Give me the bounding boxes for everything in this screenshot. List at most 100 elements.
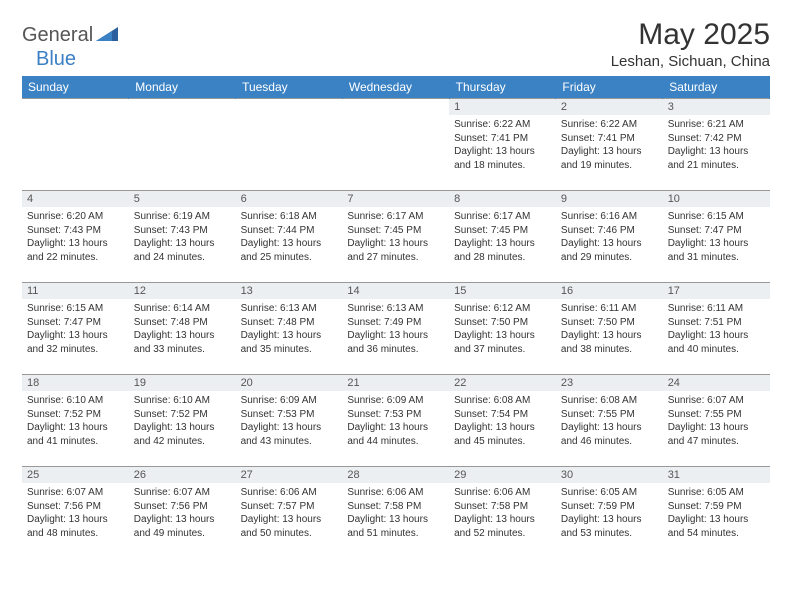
calendar-day: 21Sunrise: 6:09 AMSunset: 7:53 PMDayligh… — [342, 375, 449, 467]
day-number: 16 — [556, 283, 663, 299]
calendar-day: 5Sunrise: 6:19 AMSunset: 7:43 PMDaylight… — [129, 191, 236, 283]
day-number: 18 — [22, 375, 129, 391]
day-content: Sunrise: 6:09 AMSunset: 7:53 PMDaylight:… — [342, 391, 449, 451]
logo-text-2: Blue — [36, 48, 76, 71]
calendar-row: 4Sunrise: 6:20 AMSunset: 7:43 PMDaylight… — [22, 191, 770, 283]
calendar-day: 7Sunrise: 6:17 AMSunset: 7:45 PMDaylight… — [342, 191, 449, 283]
day-content: Sunrise: 6:20 AMSunset: 7:43 PMDaylight:… — [22, 207, 129, 267]
day-number: 8 — [449, 191, 556, 207]
logo: General — [22, 18, 121, 47]
weekday-header: Monday — [129, 76, 236, 99]
weekday-header: Sunday — [22, 76, 129, 99]
day-content: Sunrise: 6:06 AMSunset: 7:58 PMDaylight:… — [342, 483, 449, 543]
month-title: May 2025 — [611, 18, 770, 51]
day-content: Sunrise: 6:09 AMSunset: 7:53 PMDaylight:… — [236, 391, 343, 451]
day-content: Sunrise: 6:12 AMSunset: 7:50 PMDaylight:… — [449, 299, 556, 359]
calendar-day: 16Sunrise: 6:11 AMSunset: 7:50 PMDayligh… — [556, 283, 663, 375]
weekday-header: Thursday — [449, 76, 556, 99]
calendar-day: 4Sunrise: 6:20 AMSunset: 7:43 PMDaylight… — [22, 191, 129, 283]
calendar-row: 11Sunrise: 6:15 AMSunset: 7:47 PMDayligh… — [22, 283, 770, 375]
day-content: Sunrise: 6:22 AMSunset: 7:41 PMDaylight:… — [556, 115, 663, 175]
calendar-day: 17Sunrise: 6:11 AMSunset: 7:51 PMDayligh… — [663, 283, 770, 375]
calendar-row: 1Sunrise: 6:22 AMSunset: 7:41 PMDaylight… — [22, 99, 770, 191]
day-number: 15 — [449, 283, 556, 299]
day-number: 26 — [129, 467, 236, 483]
day-content: Sunrise: 6:10 AMSunset: 7:52 PMDaylight:… — [129, 391, 236, 451]
day-number: 22 — [449, 375, 556, 391]
calendar-day: 15Sunrise: 6:12 AMSunset: 7:50 PMDayligh… — [449, 283, 556, 375]
day-number: 21 — [342, 375, 449, 391]
day-number: 12 — [129, 283, 236, 299]
day-number: 20 — [236, 375, 343, 391]
day-number: 30 — [556, 467, 663, 483]
day-number: 25 — [22, 467, 129, 483]
calendar-day: 24Sunrise: 6:07 AMSunset: 7:55 PMDayligh… — [663, 375, 770, 467]
location: Leshan, Sichuan, China — [611, 53, 770, 70]
calendar-day: 26Sunrise: 6:07 AMSunset: 7:56 PMDayligh… — [129, 467, 236, 559]
calendar-empty — [22, 99, 129, 191]
day-content: Sunrise: 6:05 AMSunset: 7:59 PMDaylight:… — [556, 483, 663, 543]
day-content: Sunrise: 6:14 AMSunset: 7:48 PMDaylight:… — [129, 299, 236, 359]
day-number: 6 — [236, 191, 343, 207]
calendar-table: SundayMondayTuesdayWednesdayThursdayFrid… — [22, 76, 770, 559]
calendar-day: 2Sunrise: 6:22 AMSunset: 7:41 PMDaylight… — [556, 99, 663, 191]
weekday-header: Wednesday — [342, 76, 449, 99]
day-content: Sunrise: 6:18 AMSunset: 7:44 PMDaylight:… — [236, 207, 343, 267]
day-number: 7 — [342, 191, 449, 207]
logo-triangle-icon — [96, 25, 118, 46]
calendar-empty — [342, 99, 449, 191]
day-number: 31 — [663, 467, 770, 483]
day-number: 19 — [129, 375, 236, 391]
day-number: 3 — [663, 99, 770, 115]
day-content: Sunrise: 6:13 AMSunset: 7:48 PMDaylight:… — [236, 299, 343, 359]
day-content: Sunrise: 6:11 AMSunset: 7:50 PMDaylight:… — [556, 299, 663, 359]
calendar-page: General May 2025 Leshan, Sichuan, China … — [0, 0, 792, 577]
day-content: Sunrise: 6:17 AMSunset: 7:45 PMDaylight:… — [449, 207, 556, 267]
calendar-row: 18Sunrise: 6:10 AMSunset: 7:52 PMDayligh… — [22, 375, 770, 467]
calendar-empty — [236, 99, 343, 191]
logo-text-1: General — [22, 24, 93, 47]
day-number: 28 — [342, 467, 449, 483]
day-number: 23 — [556, 375, 663, 391]
day-content: Sunrise: 6:05 AMSunset: 7:59 PMDaylight:… — [663, 483, 770, 543]
day-content: Sunrise: 6:07 AMSunset: 7:56 PMDaylight:… — [129, 483, 236, 543]
day-number: 17 — [663, 283, 770, 299]
day-content: Sunrise: 6:19 AMSunset: 7:43 PMDaylight:… — [129, 207, 236, 267]
calendar-day: 25Sunrise: 6:07 AMSunset: 7:56 PMDayligh… — [22, 467, 129, 559]
day-content: Sunrise: 6:13 AMSunset: 7:49 PMDaylight:… — [342, 299, 449, 359]
calendar-day: 13Sunrise: 6:13 AMSunset: 7:48 PMDayligh… — [236, 283, 343, 375]
day-content: Sunrise: 6:17 AMSunset: 7:45 PMDaylight:… — [342, 207, 449, 267]
weekday-header-row: SundayMondayTuesdayWednesdayThursdayFrid… — [22, 76, 770, 99]
calendar-day: 6Sunrise: 6:18 AMSunset: 7:44 PMDaylight… — [236, 191, 343, 283]
calendar-day: 3Sunrise: 6:21 AMSunset: 7:42 PMDaylight… — [663, 99, 770, 191]
weekday-header: Saturday — [663, 76, 770, 99]
calendar-day: 11Sunrise: 6:15 AMSunset: 7:47 PMDayligh… — [22, 283, 129, 375]
day-content: Sunrise: 6:10 AMSunset: 7:52 PMDaylight:… — [22, 391, 129, 451]
calendar-day: 12Sunrise: 6:14 AMSunset: 7:48 PMDayligh… — [129, 283, 236, 375]
day-content: Sunrise: 6:22 AMSunset: 7:41 PMDaylight:… — [449, 115, 556, 175]
calendar-day: 27Sunrise: 6:06 AMSunset: 7:57 PMDayligh… — [236, 467, 343, 559]
day-content: Sunrise: 6:07 AMSunset: 7:55 PMDaylight:… — [663, 391, 770, 451]
day-number: 9 — [556, 191, 663, 207]
calendar-day: 18Sunrise: 6:10 AMSunset: 7:52 PMDayligh… — [22, 375, 129, 467]
day-number: 10 — [663, 191, 770, 207]
day-content: Sunrise: 6:06 AMSunset: 7:58 PMDaylight:… — [449, 483, 556, 543]
calendar-day: 30Sunrise: 6:05 AMSunset: 7:59 PMDayligh… — [556, 467, 663, 559]
day-number: 24 — [663, 375, 770, 391]
header: General May 2025 Leshan, Sichuan, China — [22, 18, 770, 70]
day-number: 5 — [129, 191, 236, 207]
day-content: Sunrise: 6:08 AMSunset: 7:54 PMDaylight:… — [449, 391, 556, 451]
day-number: 11 — [22, 283, 129, 299]
day-number: 2 — [556, 99, 663, 115]
calendar-row: 25Sunrise: 6:07 AMSunset: 7:56 PMDayligh… — [22, 467, 770, 559]
calendar-day: 19Sunrise: 6:10 AMSunset: 7:52 PMDayligh… — [129, 375, 236, 467]
calendar-day: 10Sunrise: 6:15 AMSunset: 7:47 PMDayligh… — [663, 191, 770, 283]
calendar-day: 9Sunrise: 6:16 AMSunset: 7:46 PMDaylight… — [556, 191, 663, 283]
calendar-day: 8Sunrise: 6:17 AMSunset: 7:45 PMDaylight… — [449, 191, 556, 283]
title-block: May 2025 Leshan, Sichuan, China — [611, 18, 770, 70]
calendar-day: 23Sunrise: 6:08 AMSunset: 7:55 PMDayligh… — [556, 375, 663, 467]
calendar-empty — [129, 99, 236, 191]
day-number: 27 — [236, 467, 343, 483]
day-number: 4 — [22, 191, 129, 207]
day-number: 13 — [236, 283, 343, 299]
